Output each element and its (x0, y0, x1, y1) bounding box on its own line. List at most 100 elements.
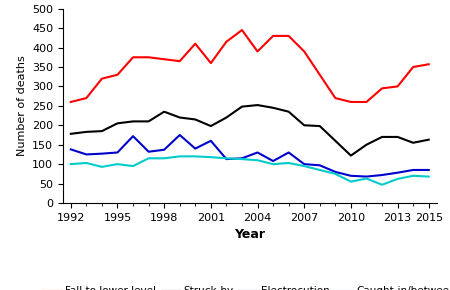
Electrocution (146, 150, 151, 153)
Caught-in/between (302, 164, 307, 168)
Caught-in/between (317, 168, 323, 172)
Fall to lower level (115, 73, 120, 77)
Caught-in/between (410, 174, 416, 177)
Struck-by (146, 120, 151, 123)
Struck-by (364, 143, 369, 146)
Electrocution (255, 151, 260, 154)
Fall to lower level (239, 28, 245, 32)
Fall to lower level (286, 34, 291, 38)
Electrocution (379, 173, 385, 177)
Caught-in/between (333, 172, 338, 175)
Caught-in/between (286, 161, 291, 165)
Struck-by (426, 138, 432, 142)
Electrocution (208, 139, 214, 143)
Struck-by (302, 124, 307, 127)
Electrocution (270, 159, 276, 163)
Electrocution (177, 133, 182, 137)
Struck-by (99, 129, 104, 133)
Caught-in/between (348, 180, 354, 183)
Line: Caught-in/between: Caught-in/between (71, 156, 429, 185)
Caught-in/between (177, 155, 182, 158)
Fall to lower level (302, 50, 307, 53)
Electrocution (84, 153, 89, 156)
Struck-by (395, 135, 400, 139)
Caught-in/between (208, 155, 214, 159)
Struck-by (84, 130, 89, 134)
Electrocution (224, 157, 229, 161)
Struck-by (68, 132, 73, 135)
Electrocution (193, 147, 198, 150)
Fall to lower level (99, 77, 104, 80)
X-axis label: Year: Year (234, 228, 265, 241)
Fall to lower level (395, 85, 400, 88)
Fall to lower level (84, 96, 89, 100)
Electrocution (410, 168, 416, 172)
Fall to lower level (193, 42, 198, 46)
Caught-in/between (224, 157, 229, 160)
Fall to lower level (379, 87, 385, 90)
Fall to lower level (426, 63, 432, 66)
Electrocution (395, 171, 400, 174)
Caught-in/between (146, 157, 151, 160)
Electrocution (68, 148, 73, 151)
Electrocution (302, 162, 307, 166)
Fall to lower level (255, 50, 260, 53)
Caught-in/between (193, 155, 198, 158)
Struck-by (177, 116, 182, 119)
Electrocution (317, 164, 323, 167)
Legend: Fall to lower level, Struck-by, Electrocution, Caught-in/between: Fall to lower level, Struck-by, Electroc… (39, 282, 450, 290)
Electrocution (426, 168, 432, 172)
Struck-by (115, 122, 120, 125)
Fall to lower level (208, 61, 214, 65)
Line: Fall to lower level: Fall to lower level (71, 30, 429, 102)
Struck-by (270, 106, 276, 110)
Line: Struck-by: Struck-by (71, 105, 429, 156)
Caught-in/between (84, 161, 89, 165)
Caught-in/between (130, 164, 136, 168)
Caught-in/between (99, 165, 104, 168)
Electrocution (364, 175, 369, 178)
Electrocution (162, 148, 167, 151)
Caught-in/between (395, 177, 400, 181)
Electrocution (333, 170, 338, 174)
Caught-in/between (68, 162, 73, 166)
Fall to lower level (224, 40, 229, 44)
Fall to lower level (410, 65, 416, 69)
Fall to lower level (364, 100, 369, 104)
Line: Electrocution: Electrocution (71, 135, 429, 177)
Struck-by (333, 139, 338, 143)
Caught-in/between (255, 159, 260, 162)
Caught-in/between (426, 175, 432, 178)
Struck-by (286, 110, 291, 113)
Struck-by (208, 124, 214, 128)
Caught-in/between (364, 177, 369, 180)
Fall to lower level (68, 100, 73, 104)
Electrocution (115, 151, 120, 154)
Electrocution (348, 174, 354, 177)
Electrocution (239, 157, 245, 160)
Electrocution (286, 151, 291, 154)
Fall to lower level (317, 73, 323, 77)
Caught-in/between (115, 162, 120, 166)
Struck-by (130, 120, 136, 123)
Struck-by (379, 135, 385, 139)
Caught-in/between (270, 162, 276, 166)
Caught-in/between (162, 157, 167, 160)
Struck-by (410, 141, 416, 144)
Struck-by (317, 124, 323, 128)
Fall to lower level (162, 57, 167, 61)
Caught-in/between (239, 157, 245, 161)
Struck-by (224, 116, 229, 119)
Fall to lower level (146, 55, 151, 59)
Struck-by (239, 105, 245, 108)
Fall to lower level (177, 59, 182, 63)
Fall to lower level (333, 96, 338, 100)
Fall to lower level (270, 34, 276, 38)
Electrocution (130, 135, 136, 138)
Caught-in/between (379, 183, 385, 186)
Fall to lower level (348, 100, 354, 104)
Electrocution (99, 152, 104, 155)
Fall to lower level (130, 55, 136, 59)
Struck-by (255, 103, 260, 107)
Struck-by (162, 110, 167, 113)
